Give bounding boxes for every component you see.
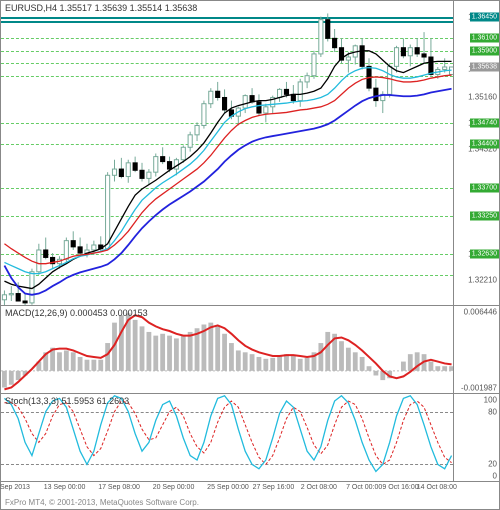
stoch-v1: 51.5953 [62,396,95,406]
main-title: EURUSD,H4 1.35517 1.35639 1.35514 1.3563… [5,3,197,13]
time-tick: 7 Oct 00:00 [346,484,382,491]
time-tick: 2 Oct 08:00 [301,484,337,491]
price-tick: 1.32210 [468,276,497,285]
copyright: FxPro MT4, © 2001-2013, MetaQuotes Softw… [1,497,499,509]
time-tick: 10 Sep 2013 [0,484,30,491]
stoch-tick: 0 [493,472,497,481]
price-box: 1.34400 [470,140,499,149]
stoch-tick: 80 [488,407,497,416]
time-axis: 10 Sep 2013 13 Sep 00:00 17 Sep 08:00 20 Se… [1,482,499,497]
macd-v2: 0.000153 [110,308,148,318]
ohlc-h: 1.35639 [95,3,128,13]
macd-panel[interactable]: MACD(12,26,9) 0.000453 0.000153 0.006446… [1,306,499,394]
price-tick: 1.35160 [468,92,497,101]
stoch-plot[interactable] [1,394,453,481]
stoch-tick: 20 [488,460,497,469]
ohlc-o: 1.35517 [60,3,93,13]
price-box: 1.32630 [470,250,499,259]
stoch-tick: 100 [484,396,497,405]
time-tick: 25 Sep 00:00 [207,484,249,491]
stoch-label: Stoch(13,3,3) [5,396,59,406]
main-plot[interactable] [1,1,453,305]
stoch-yaxis: 100 80 20 0 [453,394,499,481]
ohlc-l: 1.35514 [130,3,163,13]
price-box: 1.33700 [470,183,499,192]
time-tick: 13 Sep 00:00 [44,484,86,491]
price-panel[interactable]: EURUSD,H4 1.35517 1.35639 1.35514 1.3563… [1,1,499,306]
macd-plot[interactable] [1,306,453,393]
time-tick: 9 Oct 16:00 [382,484,418,491]
time-tick: 14 Oct 08:00 [417,484,457,491]
price-box: 1.35638 [470,63,499,72]
macd-label: MACD(12,26,9) [5,308,68,318]
ohlc-c: 1.35638 [165,3,198,13]
main-yaxis: 1.364501.356101.351601.347401.343201.326… [453,1,499,305]
price-box: 1.33250 [470,211,499,220]
macd-v1: 0.000453 [70,308,108,318]
price-box: 1.34740 [470,119,499,128]
stoch-panel[interactable]: Stoch(13,3,3) 51.5953 61.2603 100 80 20 0 [1,394,499,482]
price-box: 1.35900 [470,46,499,55]
time-tick: 17 Sep 08:00 [98,484,140,491]
stoch-v2: 61.2603 [97,396,130,406]
time-tick: 27 Sep 16:00 [253,484,295,491]
macd-yaxis: 0.006446 -0.001987 [453,306,499,393]
macd-title: MACD(12,26,9) 0.000453 0.000153 [5,308,148,318]
mt4-chart[interactable]: EURUSD,H4 1.35517 1.35639 1.35514 1.3563… [0,0,500,510]
macd-tick: 0.006446 [464,308,497,317]
price-box: 1.36100 [470,34,499,43]
price-box: 1.36450 [470,12,499,21]
symbol: EURUSD,H4 [5,3,57,13]
time-tick: 20 Sep 00:00 [153,484,195,491]
macd-tick: -0.001987 [461,384,497,393]
stoch-title: Stoch(13,3,3) 51.5953 61.2603 [5,396,129,406]
